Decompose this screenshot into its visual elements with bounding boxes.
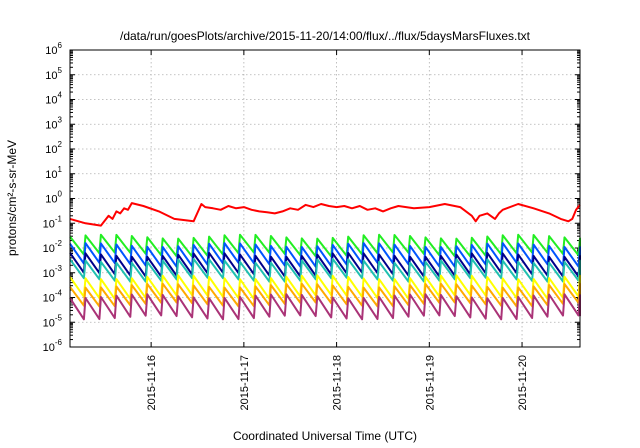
x-tick-label: 2015-11-19 <box>424 355 436 410</box>
y-tick-label: 10-2 <box>43 239 63 255</box>
x-axis-ticks: 2015-11-16 2015-11-17 2015-11-18 2015-11-19… <box>146 50 529 410</box>
y-tick-label: 103 <box>45 115 62 131</box>
y-tick-label: 100 <box>45 190 62 206</box>
series-line-1 <box>69 202 581 227</box>
y-axis-label: protons/cm²-s-sr-MeV <box>5 140 19 256</box>
y-tick-label: 105 <box>45 66 62 82</box>
y-tick-label: 10-4 <box>43 289 63 305</box>
series-line-5 <box>69 257 581 283</box>
series-line-8 <box>69 293 581 321</box>
y-tick-label: 10-3 <box>43 264 63 280</box>
x-axis-label: Coordinated Universal Time (UTC) <box>233 429 417 443</box>
y-tick-label: 10-6 <box>43 338 63 354</box>
plot-frame <box>69 49 581 348</box>
y-tick-label: 106 <box>45 41 62 57</box>
y-axis-ticks: 10-6 10-5 10-4 10-3 10-2 10-1 100 101 102 103 104 1… <box>43 41 580 354</box>
x-tick-label: 2015-11-20 <box>517 355 529 410</box>
x-tick-label: 2015-11-17 <box>239 355 251 410</box>
y-tick-label: 101 <box>45 165 62 181</box>
x-tick-label: 2015-11-16 <box>146 355 158 410</box>
chart-title: /data/run/goesPlots/archive/2015-11-20/1… <box>120 29 531 43</box>
y-tick-label: 10-1 <box>43 214 63 230</box>
y-tick-label: 10-5 <box>43 313 63 329</box>
series-group <box>69 202 581 321</box>
y-tick-label: 102 <box>45 140 62 156</box>
y-tick-label: 104 <box>45 91 62 107</box>
x-tick-label: 2015-11-18 <box>332 355 344 410</box>
